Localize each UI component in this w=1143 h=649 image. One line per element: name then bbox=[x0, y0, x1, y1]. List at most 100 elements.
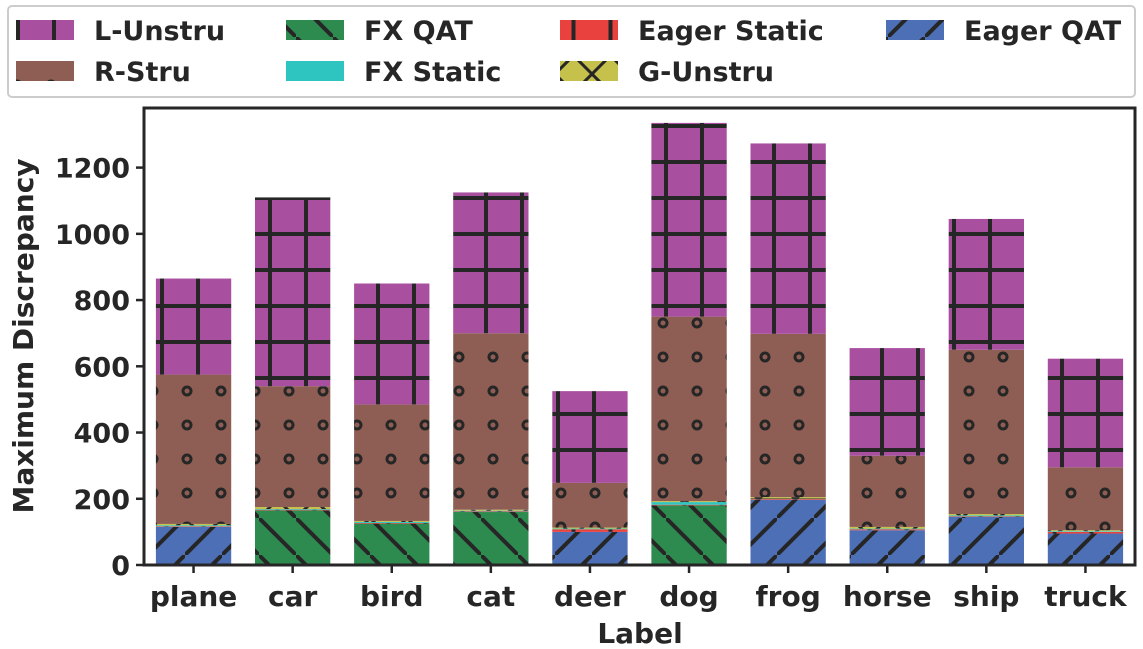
y-tick-label: 1200 bbox=[55, 154, 130, 185]
bar-stack-horse bbox=[849, 348, 925, 565]
legend-swatch-fx-qat bbox=[286, 20, 344, 40]
bar-stack-plane bbox=[155, 278, 232, 565]
bar-l-unstru-horse bbox=[849, 348, 925, 456]
bar-r-stru-car bbox=[254, 386, 331, 508]
bar-g-unstru-dog bbox=[651, 501, 727, 503]
y-tick-label: 200 bbox=[74, 485, 130, 516]
x-tick-label-dog: dog bbox=[659, 580, 718, 613]
bar-fx-static-car bbox=[254, 509, 331, 510]
bar-fx-static-bird bbox=[354, 521, 430, 523]
bar-l-unstru-dog bbox=[651, 122, 727, 317]
y-tick-label: 800 bbox=[74, 286, 130, 317]
bar-fx-static-truck bbox=[1047, 531, 1124, 532]
x-tick-label-plane: plane bbox=[150, 580, 237, 613]
legend-item-r-stru: R-Stru bbox=[16, 57, 191, 88]
bar-r-stru-horse bbox=[849, 455, 925, 527]
bar-fx-static-cat bbox=[453, 510, 529, 512]
plot-frame bbox=[142, 106, 1137, 567]
bar-l-unstru-plane bbox=[155, 278, 232, 375]
bar-g-unstru-bird bbox=[354, 520, 430, 522]
bar-l-unstru-cat bbox=[453, 192, 529, 334]
x-tick-label-car: car bbox=[268, 580, 317, 613]
legend-label-fx-static: FX Static bbox=[364, 57, 501, 88]
bar-fx-static-ship bbox=[948, 515, 1025, 517]
bar-eager-static-bird bbox=[354, 522, 430, 524]
legend-item-l-unstru: L-Unstru bbox=[16, 16, 225, 47]
bar-g-unstru-frog bbox=[750, 497, 826, 499]
legend-swatch-r-stru bbox=[16, 61, 74, 81]
bar-l-unstru-car bbox=[254, 197, 331, 387]
x-tick-label-frog: frog bbox=[756, 580, 821, 613]
bar-g-unstru-truck bbox=[1047, 530, 1124, 532]
bar-l-unstru-bird bbox=[354, 283, 430, 405]
y-axis-label: Maximum Discrepancy bbox=[7, 158, 40, 513]
legend-label-eager-qat: Eager QAT bbox=[964, 16, 1122, 47]
bar-g-unstru-cat bbox=[453, 509, 529, 511]
bar-fx-static-plane bbox=[155, 525, 232, 527]
bar-eager-static-frog bbox=[750, 499, 826, 500]
legend-label-l-unstru: L-Unstru bbox=[94, 16, 225, 47]
bar-fx-static-frog bbox=[750, 498, 826, 500]
bar-r-stru-bird bbox=[354, 404, 430, 521]
legend-item-eager-qat: Eager QAT bbox=[886, 16, 1122, 47]
bar-g-unstru-deer bbox=[552, 527, 628, 529]
bar-fx-qat-dog bbox=[651, 505, 727, 565]
legend-label-r-stru: R-Stru bbox=[94, 57, 191, 88]
legend-swatch-l-unstru bbox=[16, 20, 74, 40]
bar-g-unstru-plane bbox=[155, 523, 232, 526]
bar-r-stru-plane bbox=[155, 374, 232, 524]
bar-eager-qat-ship bbox=[948, 516, 1025, 565]
bar-l-unstru-truck bbox=[1047, 358, 1124, 468]
bar-eager-qat-plane bbox=[155, 526, 232, 565]
legend-label-fx-qat: FX QAT bbox=[364, 16, 473, 47]
bar-stack-ship bbox=[948, 218, 1025, 565]
y-tick-label: 400 bbox=[74, 419, 130, 450]
bar-eager-qat-truck bbox=[1047, 533, 1124, 565]
x-axis-label: Label bbox=[597, 617, 682, 649]
y-tick-label: 600 bbox=[74, 352, 130, 383]
bar-eager-static-cat bbox=[453, 511, 529, 513]
bar-eager-static-ship bbox=[948, 516, 1025, 517]
y-tick-label: 0 bbox=[111, 551, 130, 582]
legend-item-fx-qat: FX QAT bbox=[286, 16, 473, 47]
x-tick-label-deer: deer bbox=[554, 580, 626, 613]
plot-area: 0 200 400 600 800 1000 1200 plane car bird cat deer… bbox=[55, 106, 1137, 613]
x-tick-label-horse: horse bbox=[843, 580, 932, 613]
bar-stack-frog bbox=[750, 143, 826, 565]
bar-eager-qat-frog bbox=[750, 499, 826, 565]
legend-item-g-unstru: G-Unstru bbox=[560, 57, 774, 88]
bar-l-unstru-ship bbox=[948, 218, 1025, 350]
legend-label-eager-static: Eager Static bbox=[638, 16, 824, 47]
bar-eager-static-deer bbox=[552, 529, 628, 532]
bar-r-stru-cat bbox=[453, 333, 529, 510]
bar-eager-static-truck bbox=[1047, 531, 1124, 534]
bar-r-stru-truck bbox=[1047, 467, 1124, 531]
bar-r-stru-ship bbox=[948, 349, 1025, 515]
bar-g-unstru-horse bbox=[849, 526, 925, 529]
legend-swatch-eager-static bbox=[560, 20, 618, 40]
bar-eager-static-plane bbox=[155, 526, 232, 527]
bar-eager-static-car bbox=[254, 509, 331, 511]
bar-r-stru-deer bbox=[552, 482, 628, 528]
bar-r-stru-dog bbox=[651, 316, 727, 502]
y-tick-label: 1000 bbox=[55, 220, 130, 251]
bar-stack-truck bbox=[1047, 358, 1124, 565]
bar-fx-static-deer bbox=[552, 528, 628, 530]
bar-stack-deer bbox=[552, 391, 628, 565]
legend-swatch-g-unstru bbox=[560, 61, 618, 81]
bar-fx-qat-cat bbox=[453, 512, 529, 565]
bar-stack-dog bbox=[651, 122, 727, 565]
bar-eager-qat-horse bbox=[849, 530, 925, 565]
x-tick-label-ship: ship bbox=[953, 580, 1019, 613]
bar-g-unstru-car bbox=[254, 507, 331, 510]
x-tick-label-bird: bird bbox=[360, 580, 424, 613]
x-tick-label-cat: cat bbox=[466, 580, 515, 613]
legend-swatch-eager-qat bbox=[886, 20, 944, 40]
bar-eager-qat-deer bbox=[552, 531, 628, 565]
bar-stack-cat bbox=[453, 192, 529, 565]
x-tick-label-truck: truck bbox=[1044, 580, 1128, 613]
bar-l-unstru-deer bbox=[552, 391, 628, 483]
legend-item-eager-static: Eager Static bbox=[560, 16, 824, 47]
bar-eager-static-horse bbox=[849, 529, 925, 531]
